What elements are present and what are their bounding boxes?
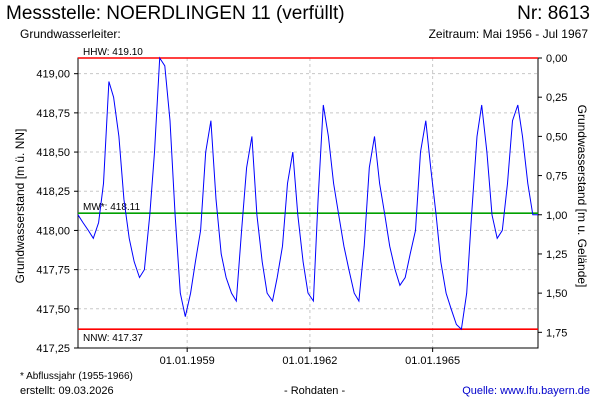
y2-axis-label: Grundwasserstand [m u. Gelände] xyxy=(575,105,589,288)
x-tick-label: 01.01.1959 xyxy=(160,355,215,367)
station-number: Nr: 8613 xyxy=(517,3,590,24)
rawdata-note: - Rohdaten - xyxy=(284,385,346,397)
y-axis-label: Grundwasserstand [m ü. NN] xyxy=(13,129,27,284)
y-axis: 417,25 417,50 417,75 418,00 418,25 418,50 418,… xyxy=(36,69,78,355)
ref-label-max: HHW: 419.10 xyxy=(83,47,143,58)
y2-tick-label: 0,00 xyxy=(546,53,567,65)
y2-tick-label: 0,50 xyxy=(546,131,567,143)
y2-tick-label: 0,25 xyxy=(546,92,567,104)
period-label: Zeitraum: Mai 1956 - Jul 1967 xyxy=(428,27,588,41)
y2-tick-label: 1,00 xyxy=(546,210,567,222)
y-tick-label: 417,25 xyxy=(36,343,70,355)
series-line xyxy=(77,56,538,331)
source-link[interactable]: www.lfu.bayern.de xyxy=(500,385,590,397)
ref-label-min: NNW: 417.37 xyxy=(83,333,143,344)
y-tick-label: 419,00 xyxy=(36,69,70,81)
x-tick-label: 01.01.1965 xyxy=(405,355,460,367)
y2-tick-label: 0,75 xyxy=(546,171,567,183)
x-tick-label: 01.01.1962 xyxy=(282,355,337,367)
y2-axis: 0,00 0,25 0,50 0,75 1,00 1,25 1,50 1,75 xyxy=(538,53,567,339)
created-date: erstellt: 09.03.2026 xyxy=(20,385,114,397)
x-axis: 01.01.1959 01.01.1962 01.01.1965 xyxy=(160,348,460,367)
y-tick-label: 418,25 xyxy=(36,186,70,198)
aquifer-label: Grundwasserleiter: xyxy=(20,27,121,41)
chart-grid xyxy=(78,58,538,349)
y-tick-label: 417,50 xyxy=(36,304,70,316)
source: Quelle: www.lfu.bayern.de xyxy=(462,385,590,397)
y2-tick-label: 1,50 xyxy=(546,288,567,300)
y-tick-label: 418,75 xyxy=(36,108,70,120)
plot-frame xyxy=(77,57,539,349)
y2-tick-label: 1,25 xyxy=(546,249,567,261)
ref-label-mean: MW*: 418.11 xyxy=(83,202,140,213)
reference-lines: HHW: 419.10 MW*: 418.11 NNW: 417.37 xyxy=(78,47,538,344)
y-tick-label: 418,50 xyxy=(36,147,70,159)
source-label: Quelle: xyxy=(462,385,498,397)
footnote: * Abflussjahr (1955-1966) xyxy=(20,371,133,382)
y-tick-label: 418,00 xyxy=(36,225,70,237)
y2-tick-label: 1,75 xyxy=(546,327,567,339)
page-title: Messstelle: NOERDLINGEN 11 (verfüllt) xyxy=(6,3,345,24)
y-tick-label: 417,75 xyxy=(36,265,70,277)
